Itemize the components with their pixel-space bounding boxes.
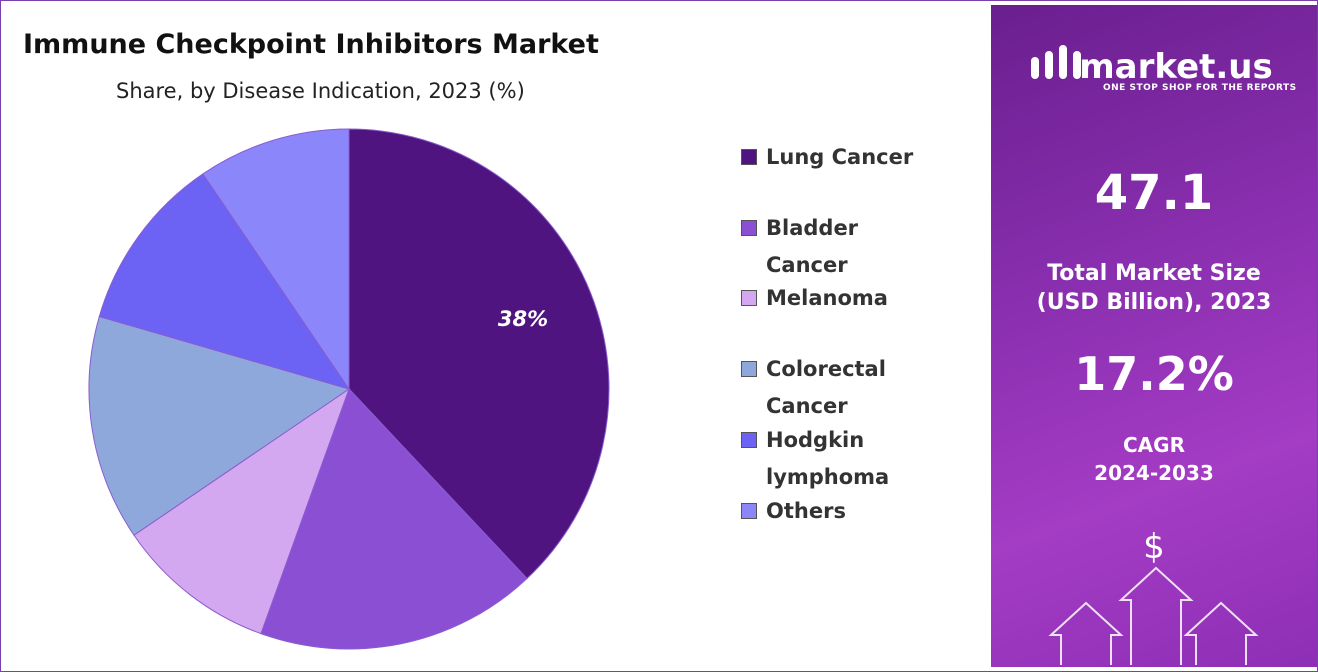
legend-item: Colorectal Cancer	[741, 351, 941, 425]
pie-slice	[202, 128, 350, 391]
legend-label: Others	[766, 499, 846, 523]
decoration	[1031, 45, 1259, 665]
market-size: 47.1	[1094, 165, 1214, 221]
legend-item: Lung Cancer	[741, 139, 941, 176]
chart-panel: Immune Checkpoint Inhibitors Market Shar…	[1, 1, 989, 671]
cagr: 17.2%	[1074, 347, 1234, 401]
cagr-label: CAGR	[1123, 433, 1185, 457]
legend-label: Lung Cancer	[766, 145, 914, 169]
legend-label: Bladder Cancer	[766, 216, 859, 277]
data-label: 38%	[498, 307, 548, 331]
legend-swatch	[741, 290, 757, 306]
tagline: ONE STOP SHOP FOR THE REPORTS	[1103, 83, 1297, 93]
dollar-icon: $	[1143, 527, 1165, 567]
market-size-label: Total Market Size	[1047, 261, 1261, 286]
pie-slice	[260, 388, 528, 650]
legend-swatch	[741, 432, 757, 448]
legend-swatch	[741, 503, 757, 519]
pie-slice	[133, 387, 350, 635]
market-size-label: (USD Billion), 2023	[1036, 290, 1272, 315]
pie-chart: 38%	[88, 128, 610, 650]
side-panel: market.us ONE STOP SHOP FOR THE REPORTS …	[991, 5, 1317, 667]
pie-slice	[348, 128, 610, 580]
pie-slice	[88, 315, 351, 536]
legend-swatch	[741, 149, 757, 165]
legend-item: Melanoma	[741, 280, 941, 317]
chart-title: Immune Checkpoint Inhibitors Market	[23, 29, 599, 60]
chart-subtitle: Share, by Disease Indication, 2023 (%)	[116, 79, 525, 103]
legend-item: Others	[741, 493, 941, 530]
legend-label: Melanoma	[766, 286, 888, 310]
legend-item: Hodgkin lymphoma	[741, 422, 941, 496]
legend-label: Colorectal Cancer	[766, 357, 886, 418]
legend-swatch	[741, 361, 757, 377]
legend-label: Hodgkin lymphoma	[766, 428, 890, 489]
legend-swatch	[741, 220, 757, 236]
legend-item: Bladder Cancer	[741, 210, 941, 284]
cagr-label: 2024-2033	[1094, 461, 1214, 485]
logo: market.us	[1079, 47, 1273, 87]
pie-slice	[98, 173, 351, 390]
